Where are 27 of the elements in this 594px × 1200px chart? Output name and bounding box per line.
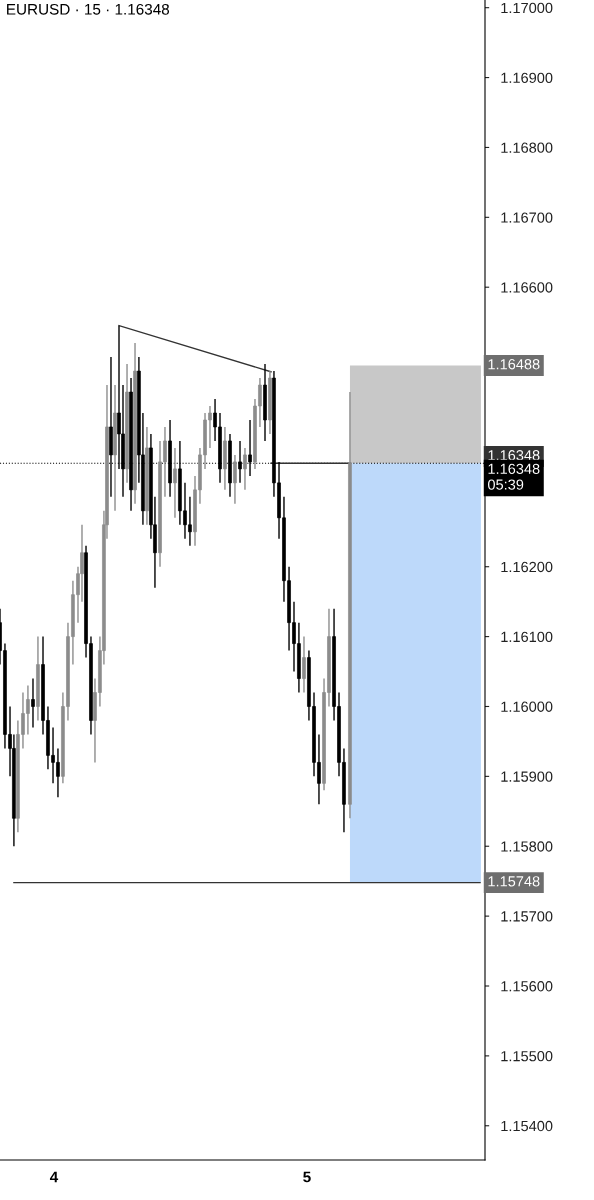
- candlestick: [31, 677, 35, 729]
- candlestick: [173, 447, 177, 519]
- y-tick-label: 1.16100: [501, 631, 553, 643]
- candlestick: [233, 454, 237, 505]
- y-tick-label: 1.15500: [501, 1050, 553, 1062]
- y-tick-label: 1.15900: [501, 771, 553, 782]
- y-tick-label: 1.16900: [501, 72, 553, 83]
- text: 05:39: [487, 479, 524, 490]
- y-tick-label: 1.16800: [501, 142, 553, 153]
- candlestick: [302, 635, 306, 694]
- y-tick-label: 1.17000: [501, 2, 553, 14]
- y-tick-label: 1.15400: [501, 1120, 553, 1132]
- y-tick-label: 1.16000: [501, 701, 553, 712]
- y-tick-label: 1.16200: [501, 561, 553, 573]
- y-tick-label: 1.16700: [501, 212, 553, 223]
- legend-label: 1.16348: [488, 463, 540, 475]
- band-label: 1.15748: [488, 876, 540, 887]
- x-tick-label: 5: [303, 1171, 311, 1183]
- candlestick: [243, 447, 247, 491]
- y-tick-label: 1.15800: [501, 841, 553, 852]
- y-tick-label: 1.15600: [501, 981, 553, 992]
- band-label: 1.16488: [488, 359, 540, 370]
- text: 1.16348: [488, 450, 540, 461]
- chart-title: EURUSD · 15 · 1.16348: [7, 3, 170, 15]
- y-tick-label: 1.16600: [501, 282, 553, 293]
- y-tick-label: 1.15700: [501, 911, 553, 922]
- x-tick-label: 4: [49, 1171, 59, 1183]
